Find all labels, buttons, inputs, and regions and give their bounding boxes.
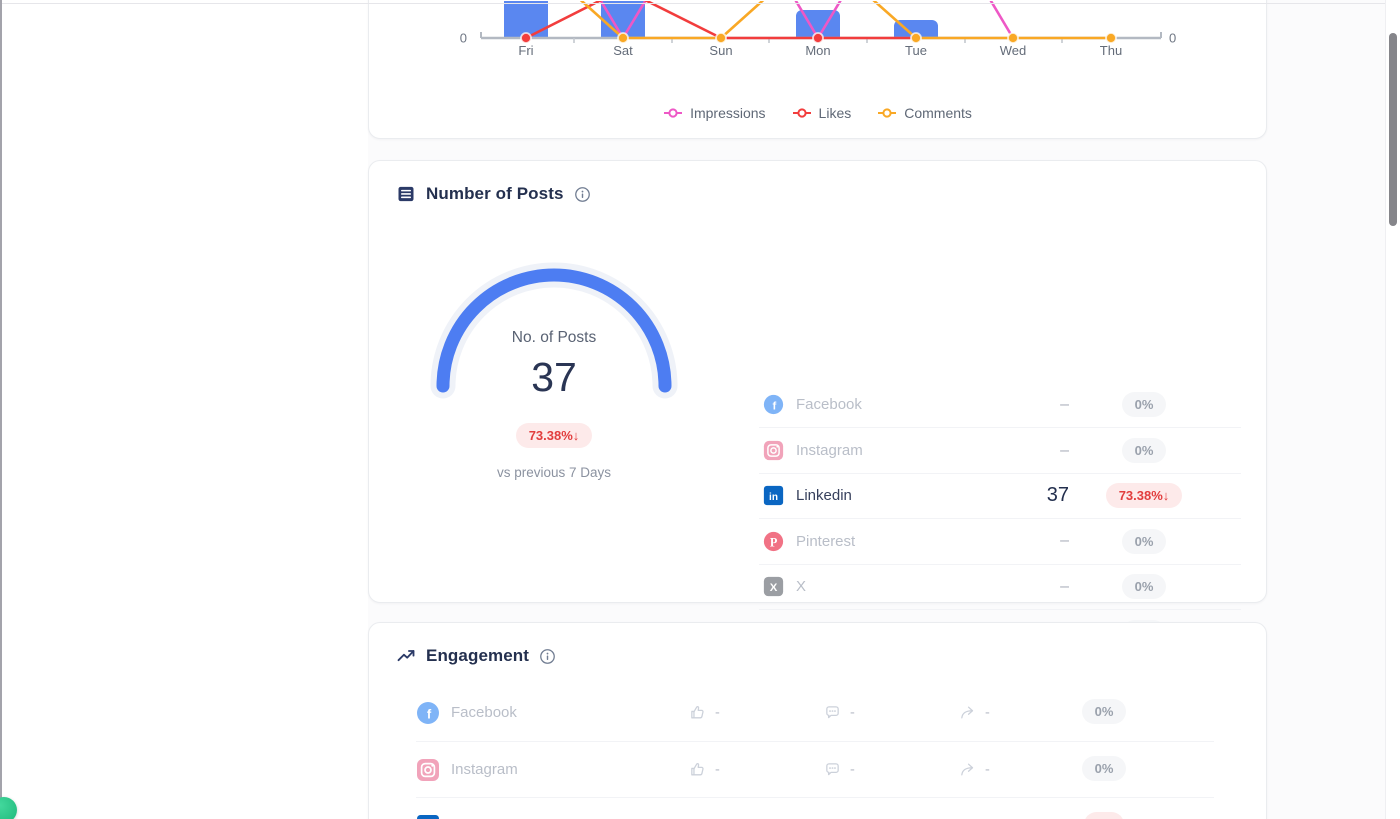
svg-text:f: f <box>427 707 432 722</box>
card-title: Engagement <box>426 646 530 665</box>
svg-text:Tue: Tue <box>905 43 927 58</box>
legend-marker <box>792 108 811 118</box>
platform-row: Instagram – 0% <box>759 427 1241 472</box>
engagement-change-badge <box>1084 812 1124 819</box>
pinterest-icon: P <box>763 531 784 552</box>
platform-change-badge: 0% <box>1121 528 1167 554</box>
shares-value: - <box>985 704 990 721</box>
comments-value: - <box>850 704 855 721</box>
linkedin-icon: in <box>416 814 440 819</box>
platform-value: 37 <box>1046 484 1069 507</box>
scrollbar-track[interactable] <box>1385 0 1400 819</box>
gauge-label: No. of Posts <box>511 329 597 346</box>
platform-value: – <box>1060 532 1069 550</box>
svg-text:Fri: Fri <box>518 43 533 58</box>
left-panel <box>2 0 368 819</box>
gauge-change-badge: 73.38%↓ <box>515 423 593 448</box>
chat-launcher[interactable] <box>0 797 17 819</box>
engagement-card: Engagement f Facebook - - - 0% Instagram… <box>368 622 1267 819</box>
platform-row: f Facebook – 0% <box>759 382 1241 427</box>
legend-item-impressions[interactable]: Impressions <box>663 105 766 121</box>
svg-text:Sun: Sun <box>709 43 732 58</box>
platform-label: Pinterest <box>796 532 856 550</box>
facebook-icon: f <box>416 701 440 725</box>
svg-text:in: in <box>769 492 778 503</box>
thumbs-up-icon <box>689 704 706 721</box>
platform-change-badge: 73.38%↓ <box>1105 483 1183 509</box>
gauge-value: 37 <box>531 354 577 400</box>
legend-label: Impressions <box>690 105 766 121</box>
platform-change-badge: 0% <box>1121 392 1167 418</box>
platform-label: Linkedin <box>796 487 852 505</box>
instagram-icon <box>416 758 440 782</box>
window-top-border <box>2 3 1400 4</box>
thumbs-up-icon <box>689 761 706 778</box>
comment-bubble-icon <box>824 704 841 721</box>
svg-text:0: 0 <box>1169 31 1176 46</box>
platform-row: in Linkedin 37 73.38%↓ <box>759 472 1241 518</box>
trending-up-icon <box>396 646 416 666</box>
posts-gauge <box>430 262 678 399</box>
engagement-table: f Facebook - - - 0% Instagram - - - 0% i… <box>416 685 1214 819</box>
overview-chart-card: 0 0 Fri Sat Sun Mon Tue Wed Thu Impressions Likes… <box>368 0 1267 139</box>
svg-text:0: 0 <box>460 31 467 46</box>
svg-text:P: P <box>770 535 778 549</box>
posts-icon <box>396 184 416 204</box>
legend-item-likes[interactable]: Likes <box>792 105 852 121</box>
platform-label: Instagram <box>796 442 863 460</box>
info-icon[interactable] <box>574 186 591 203</box>
svg-text:Wed: Wed <box>1000 43 1027 58</box>
platform-value: – <box>1060 395 1069 413</box>
scrollbar-thumb[interactable] <box>1389 33 1397 226</box>
card-title: Number of Posts <box>426 184 564 203</box>
info-icon[interactable] <box>539 648 556 665</box>
linkedin-icon: in <box>763 485 784 506</box>
engagement-row: f Facebook - - - 0% <box>416 685 1214 741</box>
platform-change-badge: 0% <box>1121 438 1167 464</box>
svg-text:Mon: Mon <box>805 43 830 58</box>
platform-row: P Pinterest – 0% <box>759 518 1241 563</box>
facebook-icon: f <box>763 394 784 415</box>
number-of-posts-header: Number of Posts <box>396 179 591 209</box>
engagement-row: Instagram - - - 0% <box>416 741 1214 797</box>
likes-value: - <box>715 704 720 721</box>
likes-value: - <box>715 761 720 778</box>
platform-label: Facebook <box>451 704 517 721</box>
legend-label: Likes <box>818 105 852 121</box>
engagement-row: in Linkedin <box>416 797 1214 819</box>
legend-marker <box>878 108 897 118</box>
platform-label: Facebook <box>796 396 862 414</box>
engagement-change-badge: 0% <box>1081 699 1127 724</box>
svg-text:X: X <box>770 582 778 594</box>
platform-label: X <box>796 578 807 596</box>
platform-value: – <box>1060 441 1069 459</box>
platform-label: Linkedin <box>451 817 507 819</box>
svg-text:Sat: Sat <box>613 43 633 58</box>
engagement-header: Engagement <box>396 641 556 671</box>
comments-value: - <box>850 761 855 778</box>
share-icon <box>959 704 976 721</box>
platform-row: X X – 0% <box>759 563 1241 609</box>
platform-label: Instagram <box>451 761 518 778</box>
platform-change-badge: 0% <box>1121 574 1167 600</box>
gauge-comparison-text: vs previous 7 Days <box>496 465 612 480</box>
comment-bubble-icon <box>824 761 841 778</box>
chart-legend: Impressions Likes Comments <box>369 101 1266 125</box>
instagram-icon <box>763 440 784 461</box>
shares-value: - <box>985 761 990 778</box>
svg-text:Thu: Thu <box>1100 43 1122 58</box>
x-icon: X <box>763 576 784 597</box>
window-left-border <box>0 0 2 819</box>
number-of-posts-card: Number of Posts No. of Posts 37 73.38%↓ … <box>368 160 1267 736</box>
engagement-change-badge: 0% <box>1081 756 1127 781</box>
overview-chart: 0 0 Fri Sat Sun Mon Tue Wed Thu <box>460 1 1176 58</box>
legend-marker <box>664 108 683 118</box>
legend-label: Comments <box>904 105 972 121</box>
legend-item-comments[interactable]: Comments <box>877 105 972 121</box>
share-icon <box>959 761 976 778</box>
svg-text:f: f <box>772 401 776 413</box>
platform-value: – <box>1060 577 1069 595</box>
